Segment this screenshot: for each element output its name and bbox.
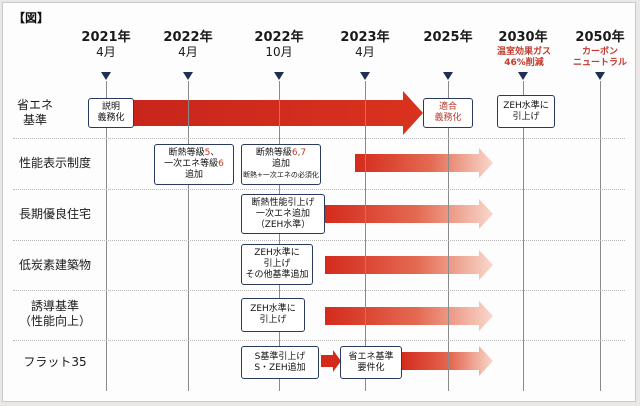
timeline-line <box>448 81 449 391</box>
timeline-marker <box>360 72 370 80</box>
timeline-date: 2021年 4月 <box>81 30 131 60</box>
timeline-line <box>523 81 524 391</box>
box-energy-requirement: 省エネ基準 要件化 <box>340 346 402 379</box>
timeline-arrow-flat35-short <box>321 350 341 372</box>
box-s-standard: S基準引上げ S・ZEH追加 <box>241 346 319 379</box>
timeline-arrow-long-term <box>325 199 493 229</box>
timeline-line <box>365 81 366 391</box>
timeline-date: 2022年 10月 <box>254 30 304 60</box>
row-divider <box>13 138 625 139</box>
timeline-arrow-low-carbon <box>325 250 493 280</box>
row-label-performance-display: 性能表示制度 <box>18 156 91 170</box>
timeline-marker <box>274 72 284 80</box>
timeline-line <box>600 81 601 391</box>
goal-note-2030: 温室効果ガス 46%削減 <box>496 47 551 68</box>
row-divider <box>13 290 625 291</box>
row-label-energy-standard: 省エネ 基準 <box>16 98 53 127</box>
row-label-induction-standard: 誘導基準 （性能向上） <box>18 299 91 328</box>
box-insulation-grade67: 断熱等級6,7 追加 断熱+一次エネの必須化 <box>241 144 321 185</box>
row-divider <box>13 340 625 341</box>
box-long-term-insulation: 断熱性能引上げ 一次エネ追加 （ZEH水準） <box>241 194 325 234</box>
timeline-marker <box>443 72 453 80</box>
timeline-marker <box>518 72 528 80</box>
row-label-long-term-housing: 長期優良住宅 <box>18 207 91 221</box>
timeline-line <box>106 81 107 391</box>
timeline-line <box>279 81 280 391</box>
goal-note-2050: カーボン ニュートラル <box>572 47 627 68</box>
box-zeh-level-raise: ZEH水準に 引上げ <box>497 95 555 128</box>
box-explanation-duty: 説明 義務化 <box>88 98 134 128</box>
row-divider <box>13 240 625 241</box>
row-label-low-carbon: 低炭素建築物 <box>18 258 91 272</box>
timeline-arrow-induction <box>325 301 493 331</box>
timeline-date: 2025年 <box>423 30 473 45</box>
box-induction-zeh: ZEH水準に 引上げ <box>241 298 305 332</box>
row-label-flat35: フラット35 <box>23 355 87 369</box>
box-insulation-grade5: 断熱等級5、 一次エネ等級6 追加 <box>154 144 234 185</box>
timeline-arrow-flat35 <box>401 346 493 376</box>
timeline-date: 2030年 <box>498 30 548 45</box>
timeline-marker <box>595 72 605 80</box>
timeline-date: 2050年 <box>575 30 625 45</box>
timeline-date: 2022年 4月 <box>163 30 213 60</box>
row-divider <box>13 189 625 190</box>
timeline-marker <box>101 72 111 80</box>
arrow-layer <box>131 91 493 376</box>
diagram-frame: 【図】 2 <box>2 2 636 402</box>
timeline-line <box>188 81 189 391</box>
timeline-arrow-performance-display <box>355 148 493 178</box>
box-compliance-duty: 適合 義務化 <box>423 98 473 128</box>
timeline-date: 2023年 4月 <box>340 30 390 60</box>
timeline-arrow-energy-standard <box>131 91 423 135</box>
figure-caption: 【図】 <box>13 11 50 25</box>
box-low-carbon-zeh: ZEH水準に 引上げ その他基準追加 <box>241 244 313 285</box>
timeline-marker <box>183 72 193 80</box>
